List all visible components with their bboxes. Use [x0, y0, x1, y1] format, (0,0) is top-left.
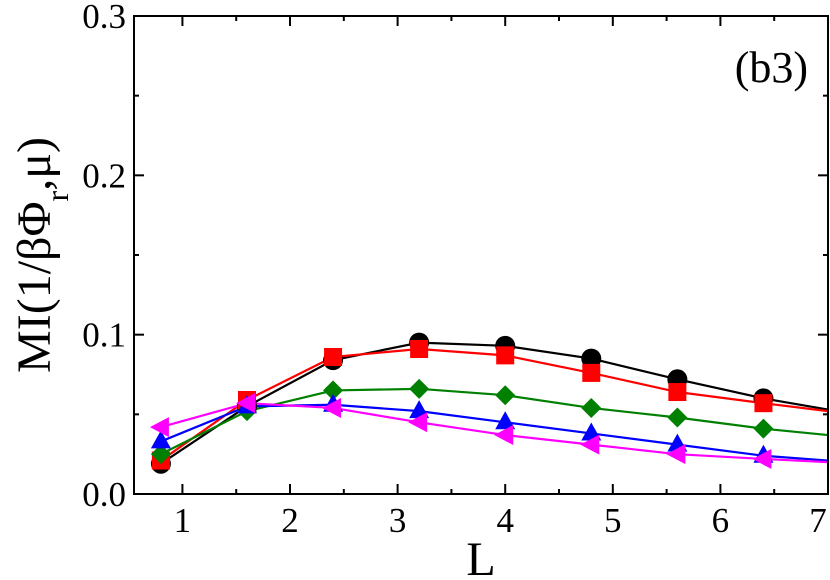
- data-point-square: [754, 394, 773, 413]
- x-axis: 1 2 3 4 5 6 7: [174, 16, 829, 540]
- y-tick-label: 0.0: [82, 475, 126, 514]
- x-tick-label: 4: [496, 501, 514, 540]
- data-point-diamond: [495, 385, 516, 406]
- data-point-triangle-left: [322, 397, 342, 418]
- y-tick-label: 0.2: [82, 156, 126, 195]
- series-line-5: [160, 402, 829, 464]
- data-point-triangle-left: [408, 412, 428, 433]
- data-point-triangle-left: [752, 448, 772, 469]
- x-tick-label: 2: [281, 501, 299, 540]
- data-point-diamond: [150, 444, 171, 465]
- plot-frame: [133, 15, 829, 495]
- data-point-square: [668, 383, 687, 402]
- y-axis-title: MI(1/βΦr,μ): [8, 137, 75, 373]
- y-tick-label: 0.1: [82, 316, 126, 355]
- x-tick-label: 1: [174, 501, 192, 540]
- data-point-diamond: [753, 418, 774, 439]
- y-tick-label: 0.3: [82, 0, 126, 36]
- data-point-diamond: [409, 378, 430, 399]
- data-point-square: [324, 347, 343, 366]
- data-point-triangle-left: [235, 393, 255, 414]
- data-point-triangle-left: [666, 444, 686, 465]
- data-point-triangle-up: [409, 400, 430, 419]
- data-point-triangle-left: [494, 425, 514, 446]
- data-point-triangle-left: [149, 417, 169, 438]
- data-point-triangle-left: [580, 434, 600, 455]
- data-point-square: [410, 340, 429, 359]
- data-point-diamond: [667, 407, 688, 428]
- data-point-triangle-up: [150, 430, 171, 449]
- series-lines: [160, 341, 829, 465]
- x-tick-label: 6: [712, 501, 730, 540]
- data-point-triangle-up: [581, 422, 602, 441]
- data-point-square: [496, 346, 515, 365]
- data-point-diamond: [581, 397, 602, 418]
- y-axis: 0.0 0.1 0.2 0.3: [82, 0, 828, 514]
- data-point-triangle-up: [495, 411, 516, 430]
- x-tick-label: 5: [604, 501, 622, 540]
- series-markers: [149, 332, 774, 474]
- x-axis-title: L: [466, 533, 495, 580]
- panel-label: (b3): [735, 43, 808, 92]
- data-point-diamond: [323, 380, 344, 401]
- x-tick-label: 3: [389, 501, 407, 540]
- x-tick-label: 7: [809, 501, 827, 540]
- data-point-square: [582, 363, 601, 382]
- data-point-circle: [581, 348, 602, 369]
